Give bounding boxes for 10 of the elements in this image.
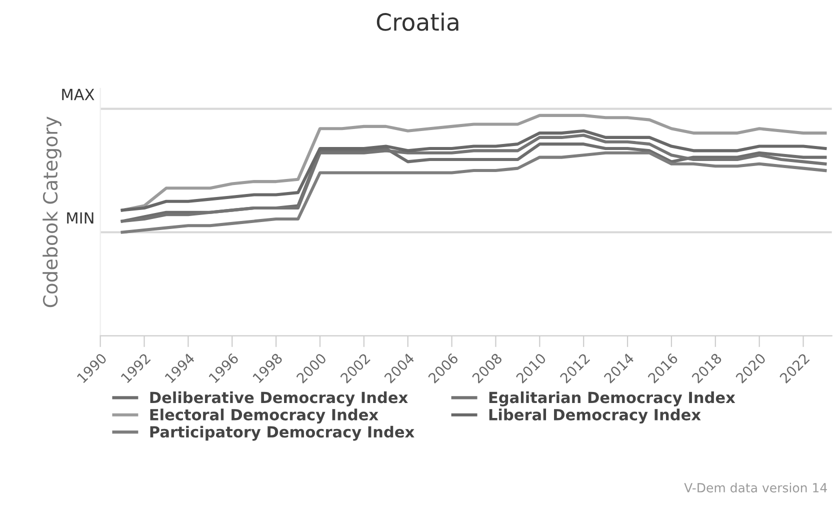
legend-label: Liberal Democracy Index [489,408,701,424]
ref-line-label: MIN [67,212,94,224]
y-axis-title: Codebook Category [42,116,62,308]
legend-label: Deliberative Democracy Index [150,391,408,406]
ref-line-label: MAX [62,88,94,100]
text: V-Dem data version 14 [684,482,827,492]
legend-label: Egalitarian Democracy Index [489,391,736,406]
legend-label: Electoral Democracy Index [150,408,378,424]
chart-title: Croatia [376,12,458,31]
legend-label: Participatory Democracy Index [150,426,414,441]
